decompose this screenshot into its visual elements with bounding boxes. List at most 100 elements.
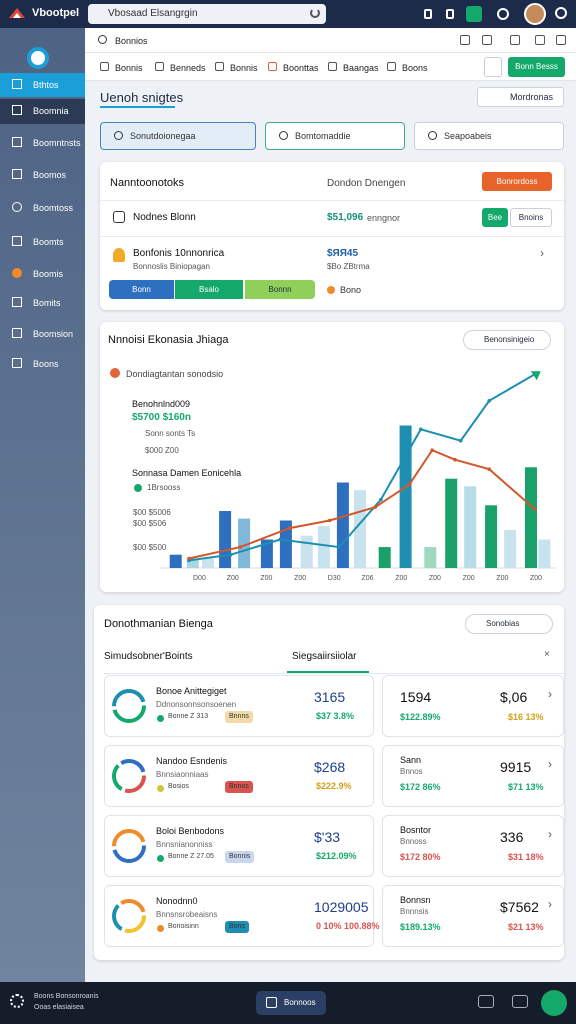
item-card[interactable] [104, 885, 374, 947]
line-point [407, 482, 412, 487]
donut-segment [112, 899, 146, 933]
tab[interactable]: Bonnis [115, 63, 143, 73]
nav-item[interactable]: Bthtos [33, 80, 59, 90]
filter-box[interactable] [414, 122, 564, 150]
stat-a: 1594 [400, 689, 432, 705]
bar [464, 486, 477, 568]
nav-item[interactable]: Boomis [33, 269, 64, 279]
tab-icon [387, 62, 396, 71]
tab-icon [268, 62, 277, 71]
item-card[interactable] [104, 745, 374, 807]
tab[interactable]: Boons [402, 63, 428, 73]
segment[interactable]: Bonn [109, 280, 174, 299]
x-label: D30 [327, 575, 341, 582]
stat-b: $,06 [500, 689, 528, 705]
footer-icon[interactable] [512, 995, 528, 1008]
filter-box[interactable] [265, 122, 405, 150]
stat-card[interactable] [382, 885, 564, 947]
chip-tag: Bonnis [225, 851, 255, 863]
nav-item[interactable]: Bomits [33, 298, 61, 308]
toolbar-icon[interactable] [556, 35, 566, 45]
toolbar-icon[interactable] [482, 35, 492, 45]
footer-button-icon [266, 997, 277, 1008]
segment[interactable]: Bonnn [245, 280, 315, 299]
icon[interactable] [446, 9, 454, 19]
footer-button[interactable]: Bonnoos [256, 991, 326, 1015]
primary-button[interactable]: Bonn Besss [508, 57, 565, 77]
x-label: Z00 [496, 575, 509, 582]
avatar[interactable] [524, 3, 546, 25]
menu-icon[interactable] [555, 7, 567, 19]
section-button[interactable]: Mordronas [477, 87, 564, 107]
search-box[interactable] [88, 4, 326, 24]
tab[interactable]: Bonnis [230, 63, 258, 73]
reload-icon [310, 8, 320, 18]
chip: Bonoisinn [168, 923, 199, 930]
filter-box[interactable] [100, 122, 256, 150]
item-card[interactable] [104, 815, 374, 877]
row-divider [100, 236, 564, 237]
nav-item[interactable]: Boomos [33, 170, 67, 180]
line-point [337, 545, 341, 549]
footer-icon[interactable] [478, 995, 494, 1008]
breakdown-tab[interactable]: Siegsaiirsiiolar [292, 651, 357, 662]
nav-item[interactable]: Boons [33, 359, 59, 369]
bar [169, 554, 182, 568]
chart-annotation: $00 $500 [133, 543, 167, 552]
donut-segment [112, 689, 146, 723]
toolbar-icon[interactable] [460, 35, 470, 45]
icon[interactable] [424, 9, 432, 19]
item-card[interactable] [104, 675, 374, 737]
row-divider [100, 200, 564, 201]
donut-segment [112, 759, 146, 793]
tab-underline [287, 671, 369, 673]
chart-dropdown[interactable]: Benonsinigeio [463, 330, 551, 350]
nav-item[interactable]: Boomnia [33, 106, 69, 116]
status-dot [327, 286, 335, 294]
tab[interactable]: Benneds [170, 63, 206, 73]
toolbar-icon[interactable] [535, 35, 545, 45]
badge[interactable] [466, 6, 482, 22]
donut [112, 899, 146, 933]
toolbar-icon[interactable] [510, 35, 520, 45]
row-button[interactable]: Bee [482, 208, 508, 227]
bar [186, 558, 199, 568]
nav-item[interactable]: Boomts [33, 237, 64, 247]
nav-icon [12, 137, 22, 147]
legend-dot [110, 368, 120, 378]
breakdown-tab[interactable]: Simudsobner'Boints [104, 651, 193, 662]
bar [260, 539, 273, 568]
stat-label: Bosntor [400, 825, 432, 835]
stat-card[interactable] [382, 815, 564, 877]
stat-card[interactable] [382, 745, 564, 807]
nav-icon [12, 105, 22, 115]
icon-button[interactable] [484, 57, 502, 77]
help-icon[interactable] [497, 8, 509, 20]
nav-item[interactable]: Boomsion [33, 329, 74, 339]
search-text: Vbosaad Elsangrgin [108, 8, 198, 19]
stat-card[interactable] [382, 675, 564, 737]
segment[interactable]: Bsalo [175, 280, 243, 299]
tab[interactable]: Baangas [343, 63, 379, 73]
nav-icon [12, 328, 22, 338]
filter-icon [279, 131, 288, 140]
line-point [238, 545, 243, 549]
line-series [188, 448, 536, 560]
footer-line: Boons Bonsonroanis [34, 993, 99, 1000]
item-value: 1029005 [314, 899, 369, 915]
nav-active[interactable] [0, 73, 85, 97]
tab[interactable]: Boonttas [283, 63, 319, 73]
line-point [327, 518, 332, 523]
item-pct: $212.09% [316, 851, 357, 861]
breakdown-dropdown[interactable]: Sonobias [465, 614, 553, 634]
line-point [453, 457, 457, 462]
nav-item[interactable]: Boomntnsts [33, 138, 81, 148]
nav-item[interactable]: Boomtoss [33, 203, 74, 213]
bar [219, 511, 232, 568]
sidebar-logo [27, 47, 49, 69]
footer-action[interactable] [541, 990, 567, 1016]
nav-selected[interactable] [0, 99, 85, 124]
summary-button[interactable]: Bonrordoss [482, 172, 552, 191]
row-button[interactable]: Bnoins [510, 208, 552, 227]
